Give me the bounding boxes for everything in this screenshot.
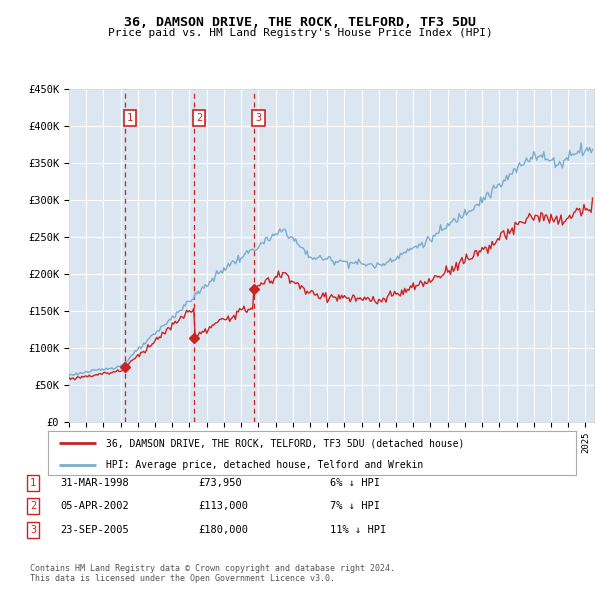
Text: 2: 2 xyxy=(30,502,36,511)
Text: 6% ↓ HPI: 6% ↓ HPI xyxy=(330,478,380,487)
Text: 36, DAMSON DRIVE, THE ROCK, TELFORD, TF3 5DU: 36, DAMSON DRIVE, THE ROCK, TELFORD, TF3… xyxy=(124,16,476,29)
Text: 2: 2 xyxy=(196,113,202,123)
Text: 05-APR-2002: 05-APR-2002 xyxy=(60,502,129,511)
Text: £180,000: £180,000 xyxy=(198,525,248,535)
Text: 3: 3 xyxy=(30,525,36,535)
Text: £113,000: £113,000 xyxy=(198,502,248,511)
Text: HPI: Average price, detached house, Telford and Wrekin: HPI: Average price, detached house, Telf… xyxy=(106,460,424,470)
Text: 11% ↓ HPI: 11% ↓ HPI xyxy=(330,525,386,535)
Text: 3: 3 xyxy=(256,113,262,123)
Text: 31-MAR-1998: 31-MAR-1998 xyxy=(60,478,129,487)
Text: £73,950: £73,950 xyxy=(198,478,242,487)
Text: 7% ↓ HPI: 7% ↓ HPI xyxy=(330,502,380,511)
Text: 1: 1 xyxy=(30,478,36,487)
Text: 1: 1 xyxy=(127,113,133,123)
Text: Price paid vs. HM Land Registry's House Price Index (HPI): Price paid vs. HM Land Registry's House … xyxy=(107,28,493,38)
Text: 23-SEP-2005: 23-SEP-2005 xyxy=(60,525,129,535)
Text: 36, DAMSON DRIVE, THE ROCK, TELFORD, TF3 5DU (detached house): 36, DAMSON DRIVE, THE ROCK, TELFORD, TF3… xyxy=(106,438,464,448)
Text: Contains HM Land Registry data © Crown copyright and database right 2024.
This d: Contains HM Land Registry data © Crown c… xyxy=(30,563,395,583)
